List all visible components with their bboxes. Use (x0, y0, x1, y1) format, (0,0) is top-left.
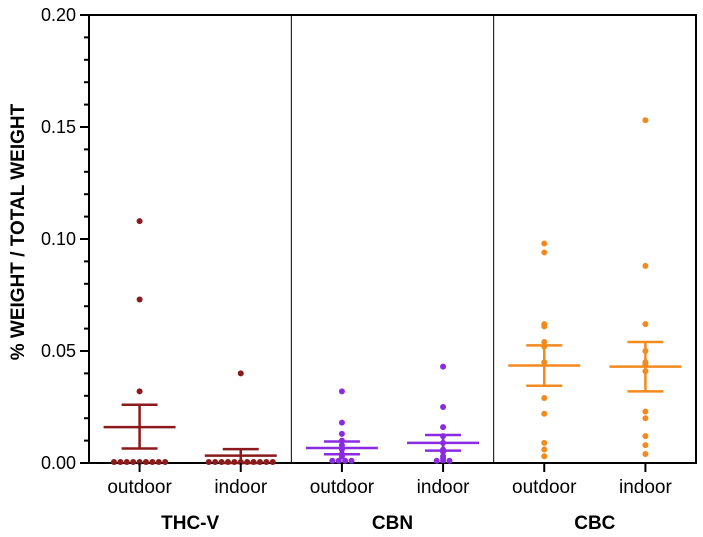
data-point (642, 321, 649, 328)
data-point (642, 442, 649, 449)
x-category-label: outdoor (512, 477, 577, 498)
data-point (541, 323, 548, 330)
data-point (642, 433, 649, 440)
data-point (123, 459, 130, 465)
data-point (117, 459, 124, 465)
data-point (541, 453, 548, 460)
data-point (642, 408, 649, 415)
data-point (149, 459, 156, 465)
data-point (541, 446, 548, 453)
y-tick-label: 0.15 (41, 117, 76, 137)
data-point (205, 459, 212, 465)
data-point (440, 457, 447, 464)
data-point (338, 430, 345, 437)
data-point (440, 424, 447, 431)
data-point (136, 218, 143, 225)
data-point (269, 459, 276, 465)
data-point (642, 415, 649, 422)
data-point (136, 459, 143, 465)
x-category-label: outdoor (107, 477, 172, 498)
plot-border (88, 14, 697, 464)
data-point (446, 457, 453, 464)
x-category-label: indoor (417, 477, 470, 498)
data-point (440, 363, 447, 370)
data-point (136, 296, 143, 303)
data-point (541, 339, 548, 346)
data-point (433, 457, 440, 464)
group-label: CBN (372, 513, 413, 534)
data-point (335, 457, 342, 464)
y-tick-label: 0.10 (41, 229, 76, 249)
data-point (338, 388, 345, 395)
data-point (642, 262, 649, 269)
data-point (338, 419, 345, 426)
data-point (136, 388, 143, 395)
data-point (142, 459, 149, 465)
data-point (212, 459, 219, 465)
data-point (541, 395, 548, 402)
data-point (329, 457, 336, 464)
data-point (541, 249, 548, 256)
y-tick-label: 0.20 (41, 5, 76, 25)
data-point (541, 240, 548, 247)
data-point (263, 459, 270, 465)
data-point (130, 459, 137, 465)
data-point (642, 451, 649, 458)
data-point (642, 117, 649, 124)
x-category-label: outdoor (310, 477, 375, 498)
group-label: CBC (574, 513, 615, 534)
y-axis: 0.00 0.05 0.10 0.15 0.20 (41, 5, 89, 473)
group-dividers (290, 15, 495, 463)
data-point (237, 370, 244, 377)
data-point (541, 439, 548, 446)
data-point (162, 459, 169, 465)
x-category-label: indoor (214, 477, 267, 498)
y-tick-label: 0.00 (41, 453, 76, 473)
data-point (342, 457, 349, 464)
data-point (110, 459, 117, 465)
group-label: THC-V (161, 513, 219, 534)
data-point (155, 459, 162, 465)
y-tick-label: 0.05 (41, 341, 76, 361)
data-point (348, 457, 355, 464)
data-point (440, 404, 447, 410)
y-axis-label: % WEIGHT / TOTAL WEIGHT (8, 103, 29, 360)
plot-frame (88, 14, 697, 464)
x-category-label: indoor (619, 477, 672, 498)
data-marks (103, 117, 682, 465)
data-point (541, 410, 548, 417)
